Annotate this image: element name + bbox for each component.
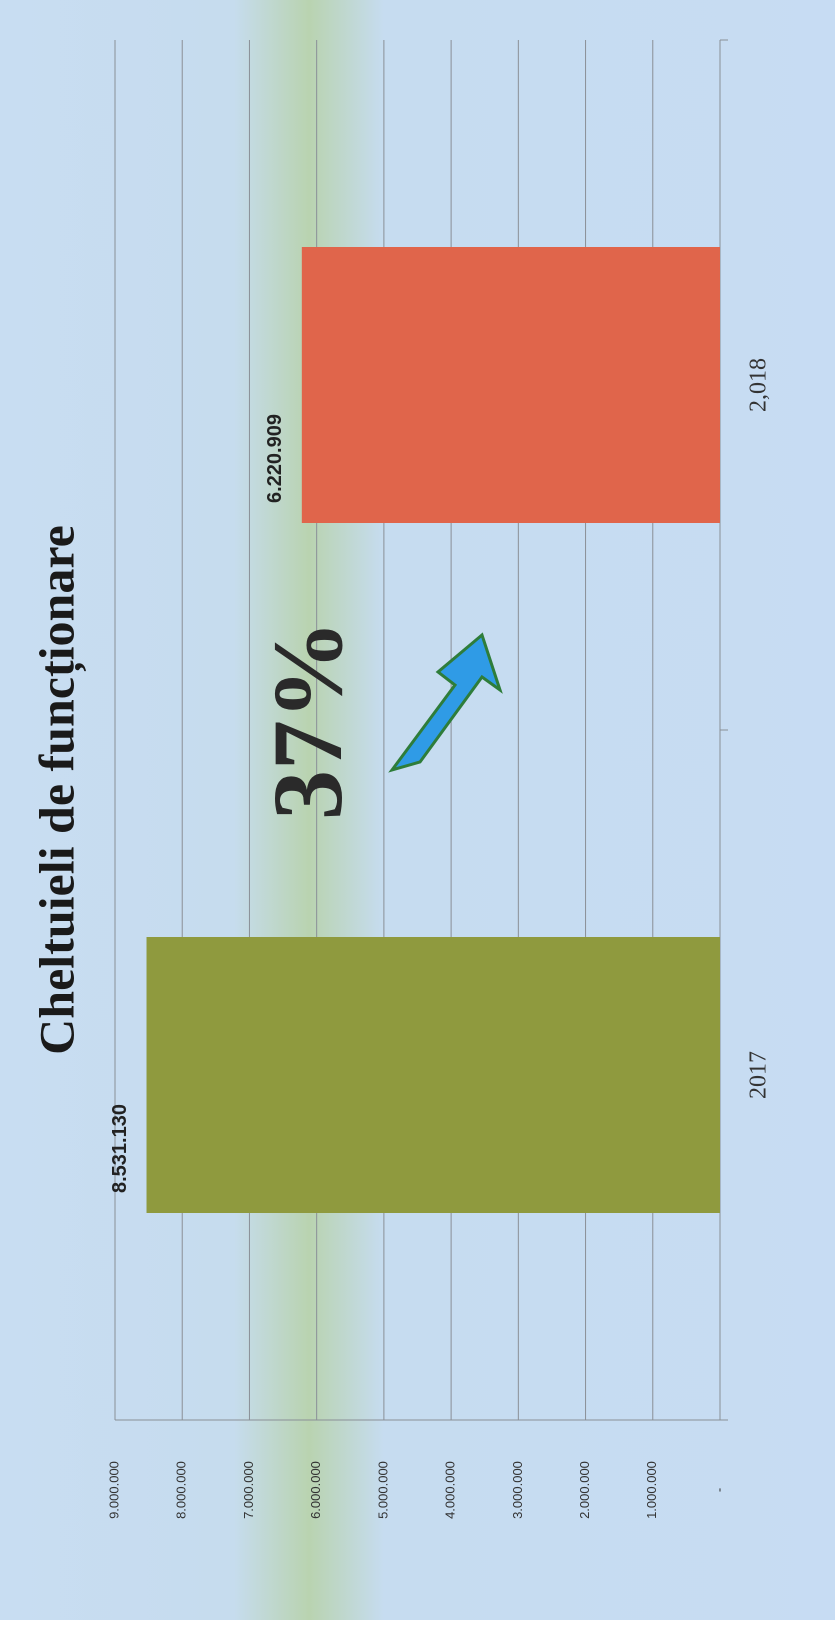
y-tick-label: 3.000.000 <box>510 1461 525 1519</box>
annotation: 37% <box>252 620 363 820</box>
y-tick-label: 5.000.000 <box>375 1461 390 1519</box>
y-tick-label: 6.000.000 <box>308 1461 323 1519</box>
y-tick-label: 8.000.000 <box>174 1461 189 1519</box>
y-tick-label: 2.000.000 <box>577 1461 592 1519</box>
data-label: 8.531.130 <box>109 1104 131 1193</box>
bar <box>301 247 720 523</box>
y-tick-label: 7.000.000 <box>241 1461 256 1519</box>
chart-title: Cheltuieli de funcționare <box>28 525 87 1055</box>
plot: - 1.000.000 2.000.000 3.000.000 4.000.000 5.0… <box>28 39 772 1519</box>
y-tick-label: 1.000.000 <box>644 1461 659 1519</box>
y-tick-label: 4.000.000 <box>443 1461 458 1519</box>
x-tick-label: 2,018 <box>746 358 772 412</box>
y-tick-label: - <box>711 1488 726 1492</box>
arrow <box>388 632 503 773</box>
bar <box>146 937 720 1213</box>
x-tick-label: 2017 <box>746 1051 772 1099</box>
y-tick-label: 9.000.000 <box>106 1461 121 1519</box>
data-label: 6.220.909 <box>264 414 286 503</box>
